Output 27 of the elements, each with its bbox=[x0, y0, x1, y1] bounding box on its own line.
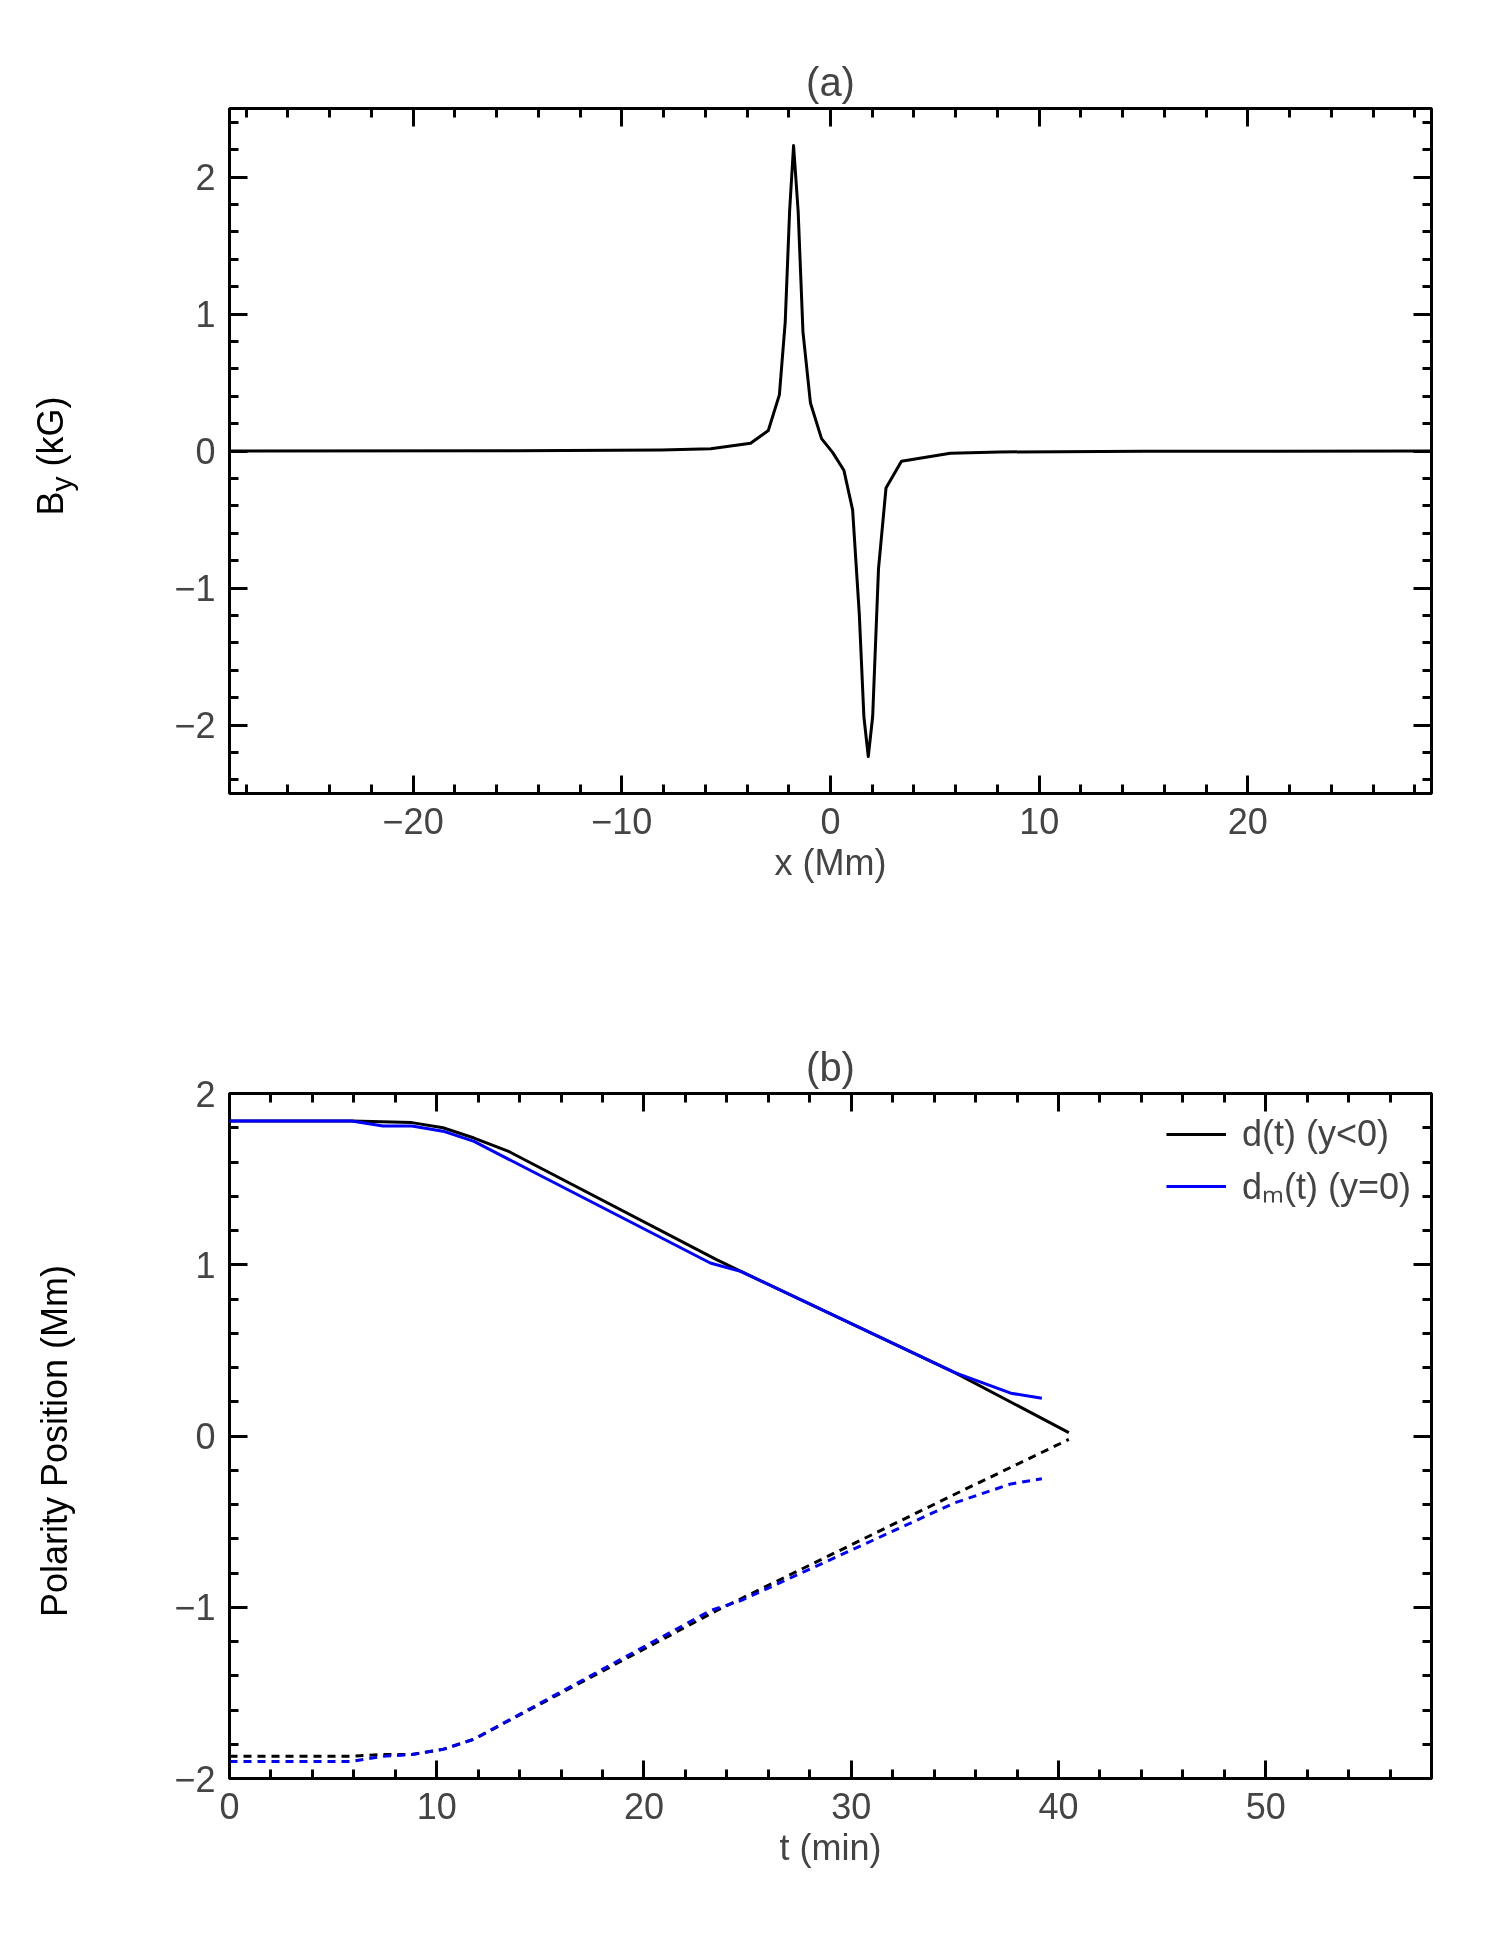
x-tick-label: 50 bbox=[1245, 1785, 1286, 1827]
y-tick-label: 2 bbox=[195, 1073, 216, 1115]
x-tick-label: −10 bbox=[591, 800, 653, 842]
y-tick-label: −2 bbox=[174, 705, 216, 746]
y-tick-label: −1 bbox=[174, 1587, 216, 1629]
x-tick-label: 40 bbox=[1038, 1785, 1079, 1827]
x-tick-label: 20 bbox=[623, 1785, 665, 1827]
y-tick-label: −1 bbox=[174, 568, 216, 609]
legend-label: d(t) (y<0) bbox=[1241, 1113, 1389, 1155]
y-tick-label: 1 bbox=[195, 1244, 216, 1286]
legend-label: dₘ(t) (y=0) bbox=[1241, 1165, 1411, 1209]
y-tick-label: 1 bbox=[195, 294, 216, 335]
x-tick-label: 20 bbox=[1227, 800, 1268, 842]
x-tick-label: 10 bbox=[1019, 800, 1060, 842]
x-tick-label: −20 bbox=[382, 800, 444, 842]
x-tick-label: 10 bbox=[416, 1785, 457, 1827]
y-axis-title: Polarity Position (Mm) bbox=[34, 1264, 75, 1617]
y-tick-label: 0 bbox=[195, 1416, 216, 1457]
x-tick-label: 0 bbox=[820, 800, 841, 842]
y-tick-label: 0 bbox=[195, 431, 216, 472]
x-tick-label: 30 bbox=[831, 1785, 872, 1827]
chart-title: (b) bbox=[806, 1044, 855, 1089]
y-tick-label: 2 bbox=[195, 157, 216, 198]
y-tick-label: −2 bbox=[174, 1758, 216, 1800]
x-axis-title: x (Mm) bbox=[774, 841, 887, 883]
x-axis-title: t (min) bbox=[779, 1826, 882, 1868]
chart-title: (a) bbox=[806, 59, 855, 104]
